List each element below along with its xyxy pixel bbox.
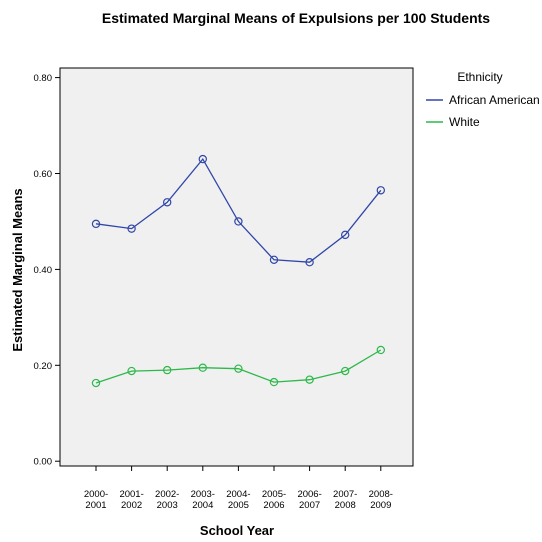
data-point — [234, 217, 243, 226]
data-point — [198, 154, 207, 164]
data-point — [305, 375, 314, 384]
series-line-0 — [95, 157, 382, 263]
x-tick-label: 2006-2007 — [297, 489, 321, 511]
data-point — [127, 224, 136, 233]
x-tick-label: 2003-2004 — [191, 489, 215, 511]
data-point — [269, 377, 279, 387]
data-point — [127, 366, 136, 376]
x-tick-label: 2005-2006 — [262, 489, 286, 511]
data-point — [376, 186, 385, 195]
y-axis-label: Estimated Marginal Means — [10, 188, 25, 351]
y-tick-label: 0.60 — [34, 169, 53, 180]
series-layer — [91, 154, 385, 388]
data-point — [234, 364, 243, 373]
legend: Ethnicity African American White — [426, 70, 540, 129]
y-tick-label: 0.80 — [34, 73, 53, 84]
data-point — [305, 258, 314, 267]
series-line-1 — [95, 349, 382, 384]
y-tick-label: 0.00 — [34, 457, 53, 468]
x-tick-label: 2004-2005 — [226, 489, 250, 511]
data-point — [91, 219, 101, 229]
legend-label: White — [449, 115, 480, 129]
x-axis: 2000-2001 2001-2002 2002-2003 2003-2004 2004… — [84, 466, 393, 511]
data-point — [376, 345, 385, 355]
y-tick-label: 0.20 — [34, 361, 53, 372]
chart-title: Estimated Marginal Means of Expulsions p… — [102, 10, 490, 26]
data-point — [198, 363, 207, 372]
legend-title: Ethnicity — [457, 70, 502, 84]
x-axis-label: School Year — [200, 523, 274, 538]
legend-label: African American — [449, 93, 540, 107]
x-tick-label: 2008-2009 — [369, 489, 393, 511]
data-point — [341, 366, 350, 376]
y-tick-label: 0.40 — [34, 265, 53, 276]
data-point — [341, 230, 350, 240]
data-point — [162, 198, 172, 207]
data-point — [269, 255, 279, 265]
x-tick-label: 2001-2002 — [119, 489, 143, 511]
y-axis: 0.00 0.20 0.40 0.60 0.80 — [34, 73, 60, 468]
plot-area — [59, 67, 414, 467]
x-tick-label: 2000-2001 — [84, 489, 108, 511]
x-tick-label: 2002-2003 — [155, 489, 179, 511]
x-tick-label: 2007-2008 — [333, 489, 357, 511]
data-point — [162, 365, 172, 375]
data-point — [91, 378, 101, 388]
